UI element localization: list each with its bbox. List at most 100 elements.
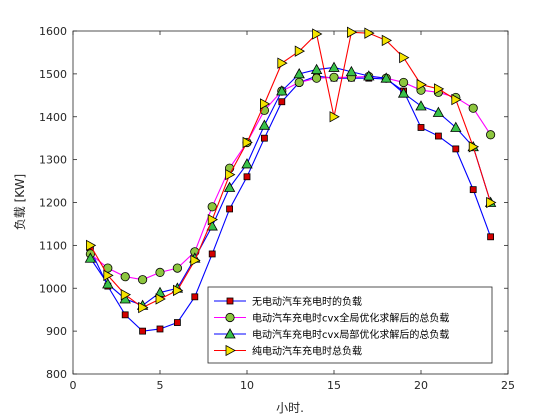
data-point xyxy=(208,250,216,258)
data-point xyxy=(346,26,358,38)
data-point xyxy=(294,45,306,57)
data-point xyxy=(103,269,114,282)
data-point xyxy=(329,72,339,82)
legend-marker xyxy=(225,344,236,357)
x-tick-label: 10 xyxy=(240,379,254,392)
data-point xyxy=(329,111,340,123)
y-tick-label: 1100 xyxy=(39,239,67,252)
data-point xyxy=(120,272,130,282)
data-point xyxy=(363,70,375,81)
x-tick-label: 5 xyxy=(157,379,164,392)
legend-label: 电动汽车充电时cvx局部优化求解后的总负载 xyxy=(252,328,449,341)
data-point xyxy=(139,327,147,335)
data-point xyxy=(311,73,322,83)
data-point xyxy=(226,205,234,213)
legend-entry: 电动汽车充电时cvx全局优化求解后的总负载 xyxy=(214,312,449,325)
legend-label: 无电动汽车充电时的负载 xyxy=(252,295,362,308)
data-point xyxy=(345,65,358,77)
legend-entry: 无电动汽车充电时的负载 xyxy=(214,295,362,308)
x-axis-title: 小时. xyxy=(276,401,304,415)
data-point xyxy=(155,267,165,277)
data-point xyxy=(258,119,271,130)
data-point xyxy=(397,87,410,98)
data-point xyxy=(156,325,164,333)
data-point xyxy=(259,98,271,110)
x-tick-label: 20 xyxy=(414,379,428,392)
data-point xyxy=(432,106,445,117)
legend-entry: 纯电动汽车充电时总负载 xyxy=(214,345,362,358)
y-tick-label: 800 xyxy=(46,368,67,381)
data-point xyxy=(173,319,181,326)
data-point xyxy=(172,263,182,273)
data-point xyxy=(468,141,480,153)
data-point xyxy=(138,275,148,285)
data-point xyxy=(294,77,304,88)
x-tick-label: 0 xyxy=(70,379,77,392)
legend-marker xyxy=(225,312,235,323)
series-layer xyxy=(84,26,497,335)
data-point xyxy=(191,293,199,301)
x-tick-label: 25 xyxy=(501,379,515,392)
series-2 xyxy=(85,71,496,285)
legend-label: 电动汽车充电时cvx全局优化求解后的总负载 xyxy=(252,312,449,325)
y-tick-label: 1000 xyxy=(39,282,67,295)
y-tick-label: 1200 xyxy=(39,197,67,210)
series-4 xyxy=(86,26,497,314)
legend-marker xyxy=(224,328,236,339)
legend-label: 纯电动汽车充电时总负载 xyxy=(252,345,362,358)
data-point xyxy=(416,78,427,91)
data-point xyxy=(172,284,184,297)
data-point xyxy=(242,136,253,149)
data-point xyxy=(399,51,410,64)
data-point xyxy=(468,103,478,113)
data-point xyxy=(328,61,340,72)
y-axis-title: 负载 [KW] xyxy=(13,174,27,231)
data-point xyxy=(487,233,495,241)
data-point xyxy=(398,77,409,88)
data-point xyxy=(312,28,323,40)
data-point xyxy=(241,158,253,169)
data-point xyxy=(485,130,496,140)
data-point xyxy=(86,239,97,252)
data-point xyxy=(451,93,462,106)
legend-box xyxy=(207,286,493,364)
data-point xyxy=(433,83,445,95)
data-point xyxy=(277,57,288,69)
data-point xyxy=(138,301,149,314)
data-point xyxy=(102,278,114,289)
data-point xyxy=(120,289,132,301)
data-point xyxy=(207,202,217,212)
data-point xyxy=(434,132,442,140)
data-point xyxy=(243,173,251,181)
data-point xyxy=(415,100,427,111)
data-point xyxy=(84,252,97,263)
data-point xyxy=(276,85,288,96)
data-point xyxy=(293,68,305,79)
data-point xyxy=(155,293,166,305)
data-point xyxy=(380,72,392,83)
data-point xyxy=(278,98,286,106)
data-point xyxy=(364,27,375,39)
x-tick-label: 15 xyxy=(327,379,341,392)
legend-marker xyxy=(226,297,234,305)
data-point xyxy=(452,145,460,153)
axis-ticks: 0 5 10 15 20 25 800 900 1000 1100 1200 1300 1400 1500… xyxy=(39,25,515,392)
data-point xyxy=(486,196,497,209)
data-point xyxy=(223,181,236,192)
data-point xyxy=(381,34,393,47)
legend-entry: 电动汽车充电时cvx局部优化求解后的总负载 xyxy=(214,328,449,341)
data-point xyxy=(417,124,425,131)
data-point xyxy=(450,121,462,132)
data-point xyxy=(225,168,236,181)
watermark: CSDN @软件算法开发 xyxy=(410,394,552,410)
legend: 无电动汽车充电时的负载电动汽车充电时cvx全局优化求解后的总负载电动汽车充电时c… xyxy=(207,286,493,364)
data-point xyxy=(190,254,201,267)
data-point xyxy=(260,134,268,142)
data-point xyxy=(207,213,219,226)
data-point xyxy=(310,63,323,74)
y-tick-label: 1400 xyxy=(39,111,67,124)
y-tick-label: 1600 xyxy=(39,25,67,38)
data-point xyxy=(469,186,477,194)
y-tick-label: 900 xyxy=(46,325,67,338)
